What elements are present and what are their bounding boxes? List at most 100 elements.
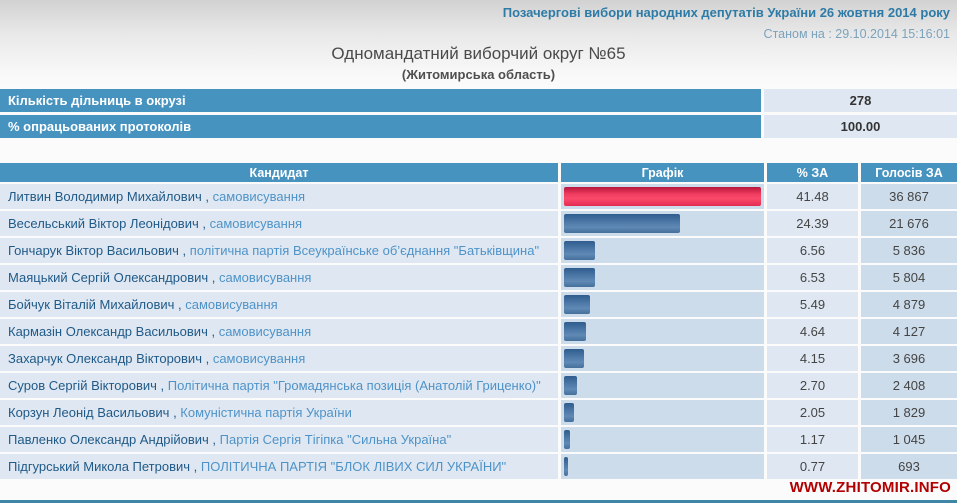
candidate-cell: Весельський Віктор Леонідович , самовису… [0,211,558,236]
candidate-row: Литвин Володимир Михайлович , самовисува… [0,184,957,209]
candidate-cell: Захарчук Олександр Вікторович , самовису… [0,346,558,371]
candidate-cell: Суров Сергій Вікторович , Політична парт… [0,373,558,398]
candidate-row: Корзун Леонід Васильович , Комуністична … [0,400,957,425]
candidate-name: Суров Сергій Вікторович [8,378,157,393]
percent-value: 2.70 [799,378,826,393]
candidate-cell: Литвин Володимир Михайлович , самовисува… [0,184,558,209]
district-title: Одномандатний виборчий округ №65 [331,44,626,63]
votes-value: 1 045 [892,432,926,447]
candidate-party: самовисування [185,297,278,312]
candidate-separator: , [208,432,220,447]
candidate-row: Весельський Віктор Леонідович , самовису… [0,211,957,236]
votes-value: 21 676 [889,216,929,231]
summary-row: % опрацьованих протоколів 100.00 [0,115,957,138]
result-bar [564,457,568,476]
candidate-cell: Підгурський Микола Петрович , ПОЛІТИЧНА … [0,454,558,479]
percent-value: 41.48 [796,189,829,204]
percent-value: 4.15 [799,351,826,366]
candidate-name: Захарчук Олександр Вікторович [8,351,202,366]
result-bar [564,295,591,314]
site-watermark: WWW.ZHITOMIR.INFO [789,479,951,496]
percent-cell: 41.48 [767,184,858,209]
column-header-percent: % ЗА [767,163,858,182]
graph-cell [561,400,764,425]
votes-cell: 2 408 [861,373,957,398]
percent-value: 5.49 [799,297,826,312]
votes-cell: 693 [861,454,957,479]
graph-cell [561,373,764,398]
candidate-row: Гончарук Віктор Васильович , політична п… [0,238,957,263]
graph-cell [561,292,764,317]
result-bar [564,268,595,287]
candidate-row: Суров Сергій Вікторович , Політична парт… [0,373,957,398]
column-header-votes: Голосів ЗА [861,163,957,182]
results-header-row: Кандидат Графік % ЗА Голосів ЗА [0,163,957,182]
graph-cell [561,265,764,290]
votes-cell: 3 696 [861,346,957,371]
candidate-separator: , [207,324,219,339]
votes-value: 4 127 [892,324,926,339]
votes-cell: 1 045 [861,427,957,452]
votes-value: 36 867 [889,189,929,204]
bottom-divider [0,500,957,503]
candidate-cell: Гончарук Віктор Васильович , політична п… [0,238,558,263]
region-subtitle: (Житомирська область) [401,67,556,82]
candidate-separator: , [201,189,213,204]
votes-cell: 4 127 [861,319,957,344]
candidate-party: Партія Сергія Тігіпка "Сильна Україна" [219,432,452,447]
candidate-separator: , [198,216,210,231]
summary-rows: Кількість дільниць в окрузі 278 % опраць… [0,89,957,138]
summary-value: 100.00 [764,115,957,138]
graph-cell [561,238,764,263]
candidate-party: ПОЛІТИЧНА ПАРТІЯ "БЛОК ЛІВИХ СИЛ УКРАЇНИ… [200,459,507,474]
column-header-graph: Графік [561,163,764,182]
percent-cell: 4.64 [767,319,858,344]
results-table: Кандидат Графік % ЗА Голосів ЗА Литвин В… [0,163,957,479]
candidate-cell: Павленко Олександр Андрійович , Партія С… [0,427,558,452]
candidate-name: Гончарук Віктор Васильович [8,243,179,258]
votes-cell: 5 804 [861,265,957,290]
votes-value: 1 829 [892,405,926,420]
candidate-cell: Кармазін Олександр Васильович , самовису… [0,319,558,344]
votes-cell: 36 867 [861,184,957,209]
candidate-party: політична партія Всеукраїнське об’єднанн… [189,243,540,258]
candidate-cell: Корзун Леонід Васильович , Комуністична … [0,400,558,425]
percent-value: 6.56 [799,243,826,258]
percent-cell: 2.70 [767,373,858,398]
candidate-name: Литвин Володимир Михайлович [8,189,202,204]
candidate-row: Захарчук Олександр Вікторович , самовису… [0,346,957,371]
result-bar [564,187,761,206]
votes-cell: 5 836 [861,238,957,263]
candidate-separator: , [156,378,168,393]
result-bar [564,349,584,368]
result-bar [564,430,570,449]
candidate-row: Бойчук Віталій Михайлович , самовисуванн… [0,292,957,317]
candidate-party: Політична партія "Громадянська позиція (… [167,378,541,393]
summary-label: % опрацьованих протоколів [0,115,761,138]
percent-value: 1.17 [799,432,826,447]
candidate-name: Підгурський Микола Петрович [8,459,191,474]
candidate-separator: , [201,351,213,366]
graph-cell [561,211,764,236]
percent-cell: 1.17 [767,427,858,452]
percent-value: 4.64 [799,324,826,339]
candidate-row: Кармазін Олександр Васильович , самовису… [0,319,957,344]
votes-value: 693 [898,459,920,474]
votes-value: 3 696 [892,351,926,366]
percent-cell: 0.77 [767,454,858,479]
candidate-separator: , [178,243,190,258]
votes-cell: 4 879 [861,292,957,317]
graph-cell [561,454,764,479]
candidate-separator: , [169,405,181,420]
percent-cell: 24.39 [767,211,858,236]
candidate-name: Весельський Віктор Леонідович [8,216,199,231]
graph-cell [561,346,764,371]
votes-value: 2 408 [892,378,926,393]
candidate-party: самовисування [212,189,306,204]
as-of-timestamp: Станом на : 29.10.2014 15:16:01 [763,27,950,41]
graph-cell [561,184,764,209]
percent-cell: 6.56 [767,238,858,263]
candidate-cell: Маяцький Сергій Олександрович , самовису… [0,265,558,290]
percent-value: 2.05 [799,405,826,420]
